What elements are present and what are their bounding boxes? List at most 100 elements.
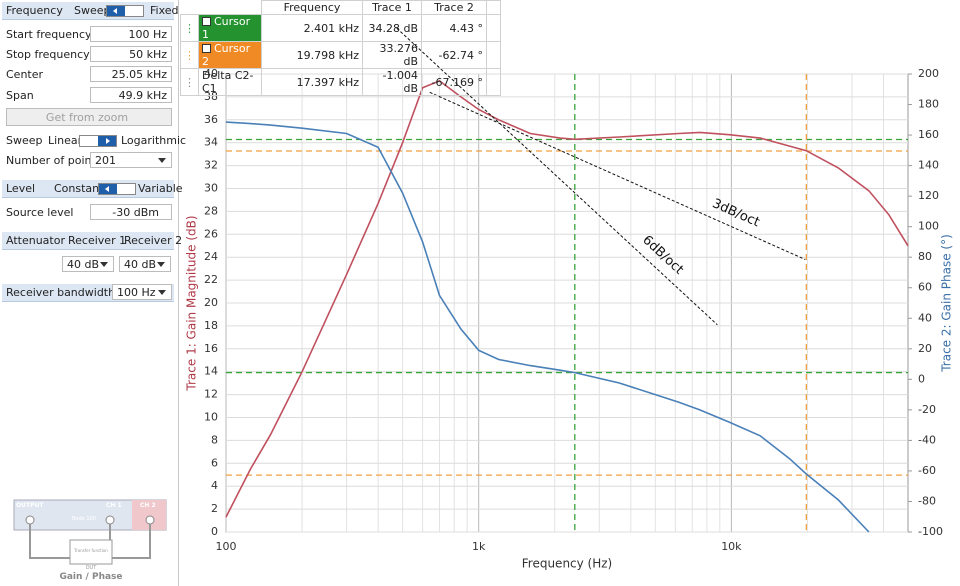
column-label: Receiver 2 [124,234,183,247]
dropdown[interactable]: 40 dB [119,256,171,272]
section-title: Frequency [6,4,63,17]
y2-tick-label: -20 [918,403,936,416]
trace-line [225,79,909,518]
cell: -1.004 dB [362,68,422,96]
section-header: Frequency Sweep Fixed [2,2,179,20]
cell: 17.397 kHz [261,68,363,96]
y2-tick-label: 60 [918,281,932,294]
button[interactable]: Get from zoom [6,108,172,126]
y-tick-label: 8 [211,433,218,446]
y-tick-label: 16 [204,342,218,355]
field-label: Span [6,89,34,102]
cursor-name: Cursor 2 [202,42,251,68]
cell: 2.401 kHz [261,14,363,42]
y2-tick-label: -40 [918,433,936,446]
field-label: Number of points [6,154,102,167]
cell: 33.276 dB [362,41,422,69]
field-label: Stop frequency [6,48,90,61]
y-tick-label: 22 [204,273,218,286]
delta-row: ⋮ Delta C2-C1 17.397 kHz -1.004 dB -67.169… [180,68,501,96]
y-tick-label: 6 [211,456,218,469]
cursor-name: Delta C2-C1 [198,68,262,96]
port [25,515,35,525]
cell: 4.43 ° [421,14,487,42]
section-header: Attenuator Receiver 1 Receiver 2 [2,232,182,250]
input[interactable]: 25.05 kHz [90,66,172,82]
toggle[interactable] [79,135,117,147]
cell: 19.798 kHz [261,41,363,69]
y-tick-label: 34 [204,136,218,149]
field-label: Center [6,68,44,81]
y-tick-label: 0 [211,525,218,538]
y-tick-label: 2 [211,502,218,515]
toggle-label: Sweep [74,4,111,17]
toggle[interactable] [98,183,136,195]
column-label: Receiver 1 [68,234,127,247]
y-tick-label: 28 [204,204,218,217]
input[interactable]: 50 kHz [90,46,172,62]
y2-axis-label: Trace 2: Gain Phase (°) [940,234,954,373]
checkbox[interactable] [202,17,211,26]
y-tick-label: 14 [204,365,218,378]
section-title: Attenuator [6,234,65,247]
cell: -67.169 ° [421,68,487,96]
cell: 34.28 dB [362,14,422,42]
cursor-name: Cursor 1 [202,15,251,41]
y-tick-label: 32 [204,159,218,172]
spin-input[interactable]: -30 dBm [90,204,172,220]
y-tick-label: 4 [211,479,218,492]
y2-tick-label: 20 [918,342,932,355]
y-tick-label: 36 [204,113,218,126]
section-title: Level [6,182,36,195]
input[interactable]: 49.9 kHz [90,87,172,103]
port [105,515,115,525]
section-header: Receiver bandwidth 100 Hz [2,284,174,302]
y2-tick-label: -80 [918,494,936,507]
x-tick-label: 1k [472,540,486,553]
toggle-label: Linear [48,134,83,147]
y-tick-label: 24 [204,250,218,263]
dropdown[interactable]: 100 Hz [112,284,172,300]
dropdown[interactable]: 201 [90,152,172,168]
y2-tick-label: -100 [918,525,943,538]
settings-panel: Frequency Sweep Fixed Start frequency 10… [0,0,186,586]
y-axis-label: Trace 1: Gain Magnitude (dB) [185,215,199,391]
toggle-label: Fixed [150,4,179,17]
column-header: Trace 1 [362,0,422,15]
port [145,515,155,525]
y-tick-label: 10 [204,411,218,424]
y2-tick-label: 120 [918,189,939,202]
section-title: Receiver bandwidth [6,286,116,299]
trace-line [225,121,870,533]
slope-line [429,91,806,260]
cursor-table: Frequency Trace 1 Trace 2 ⋮ Cursor 1 2.4… [180,0,501,96]
port-label: CH 1 [106,502,122,509]
y-tick-label: 18 [204,319,218,332]
cursor-row[interactable]: ⋮ Cursor 1 2.401 kHz 34.28 dB 4.43 ° [180,14,501,42]
section-header: Level Constant Variable [2,180,183,198]
dropdown[interactable]: 40 dB [62,256,114,272]
cursor-row[interactable]: ⋮ Cursor 2 19.798 kHz 33.276 dB -62.74 ° [180,41,501,69]
device-label: Bode 100 [72,516,96,522]
field-label: Start frequency [6,28,92,41]
x-tick-label: 10k [721,540,742,553]
dut-name: DUT [86,565,98,571]
y-tick-label: 30 [204,182,218,195]
setup-diagram: OUTPUT CH 1 CH 2 Bode 100 Transfer funct… [13,499,167,582]
y2-tick-label: 80 [918,250,932,263]
header-row: Frequency Trace 1 Trace 2 [181,0,501,15]
x-tick-label: 100 [216,540,237,553]
y2-tick-label: 160 [918,128,939,141]
toggle[interactable] [106,5,144,17]
diagram-caption: Gain / Phase [59,572,122,582]
y-tick-label: 12 [204,388,218,401]
checkbox[interactable] [202,44,211,53]
toggle-label: Variable [138,182,183,195]
column-header: Frequency [261,0,363,15]
input[interactable]: 100 Hz [90,26,172,42]
y2-tick-label: 200 [918,67,939,80]
field-label: Source level [6,206,74,219]
toggle-label: Constant [54,182,104,195]
